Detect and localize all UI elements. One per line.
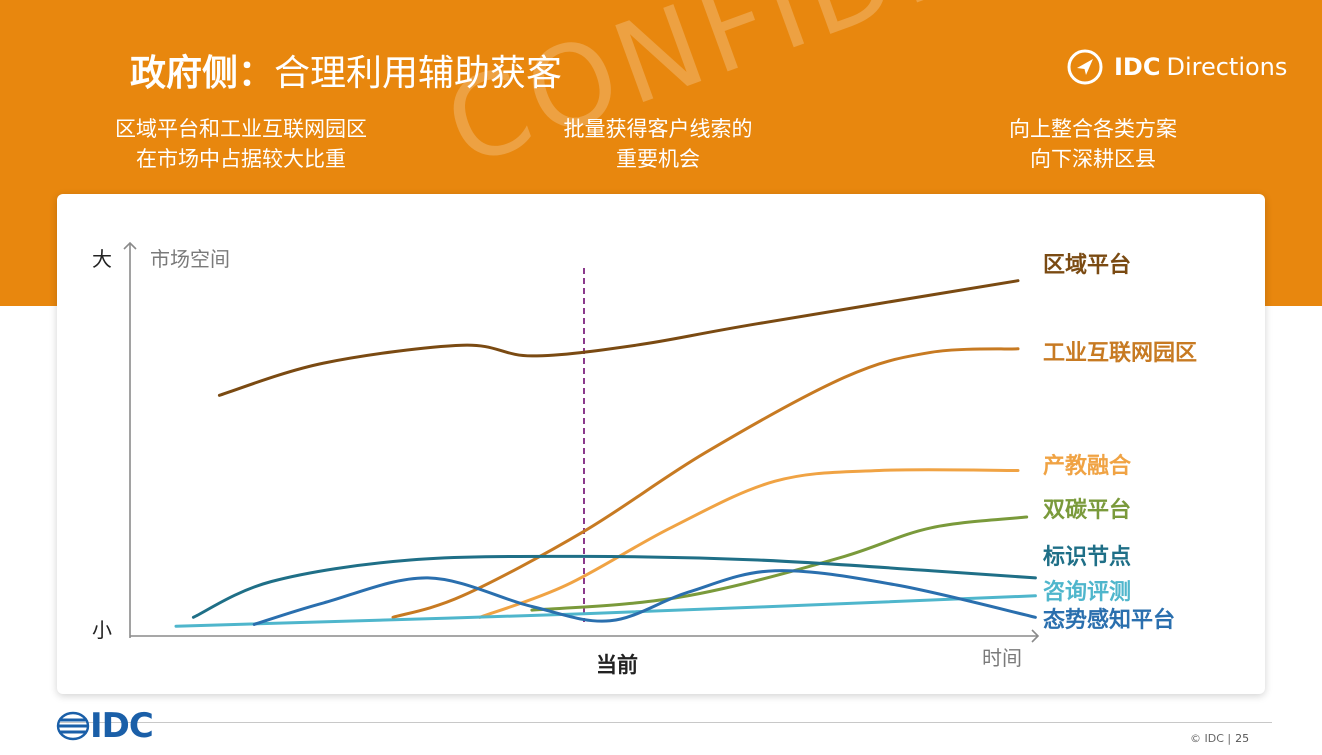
- series-label-2: 工业互联网园区: [1043, 341, 1197, 366]
- y-axis-bottom-label: 小: [92, 618, 112, 642]
- series-line-7: [252, 569, 1037, 626]
- x-axis-label: 时间: [982, 646, 1022, 670]
- subtitle-3-line2: 向下深耕区县: [1030, 147, 1156, 171]
- series-group: [174, 279, 1037, 628]
- series-label-3: 产教融合: [1043, 453, 1132, 479]
- series-label-1: 区域平台: [1043, 252, 1131, 278]
- y-axis-top-label: 大: [92, 247, 112, 271]
- series-label-6: 咨询评测: [1043, 579, 1131, 605]
- slide-title-rest: 合理利用辅助获客: [274, 53, 563, 94]
- slide-title: 政府侧：合理利用辅助获客: [130, 44, 562, 96]
- copyright: © IDC | 25: [1190, 732, 1249, 745]
- series-line-1: [217, 279, 1020, 397]
- series-label-4: 双碳平台: [1043, 497, 1131, 523]
- slide-title-bold: 政府侧：: [130, 53, 275, 94]
- current-marker-label: 当前: [596, 653, 638, 677]
- subtitle-2-line2: 重要机会: [616, 147, 700, 171]
- brand-directions-text: Directions: [1166, 53, 1288, 81]
- series-line-4: [530, 515, 1029, 612]
- footer-divider: [60, 722, 1272, 723]
- compass-icon: [1067, 49, 1103, 85]
- y-axis-label: 市场空间: [150, 247, 230, 271]
- copyright-text: © IDC |: [1190, 732, 1232, 745]
- series-line-6: [174, 594, 1037, 628]
- subtitle-2-line1: 批量获得客户线索的: [563, 117, 753, 141]
- page-number: 25: [1235, 732, 1250, 745]
- subtitle-3: 向上整合各类方案 向下深耕区县: [990, 114, 1196, 174]
- series-line-3: [478, 468, 1020, 619]
- series-line-5: [191, 554, 1037, 619]
- series-label-5: 标识节点: [1043, 544, 1131, 570]
- subtitle-1: 区域平台和工业互联网园区 在市场中占据较大比重: [96, 114, 386, 174]
- series-label-7: 态势感知平台: [1043, 607, 1175, 633]
- series-line-2: [391, 347, 1020, 619]
- idc-logo-text: IDC: [90, 706, 154, 746]
- idc-directions-brand: IDC Directions: [1066, 48, 1287, 86]
- subtitle-1-line2: 在市场中占据较大比重: [136, 147, 346, 171]
- idc-logo: IDC: [56, 706, 154, 746]
- idc-globe-icon: [56, 711, 90, 741]
- subtitle-2: 批量获得客户线索的 重要机会: [548, 114, 768, 174]
- subtitle-1-line1: 区域平台和工业互联网园区: [115, 117, 367, 141]
- subtitle-3-line1: 向上整合各类方案: [1009, 117, 1177, 141]
- brand-idc-text: IDC: [1114, 53, 1161, 81]
